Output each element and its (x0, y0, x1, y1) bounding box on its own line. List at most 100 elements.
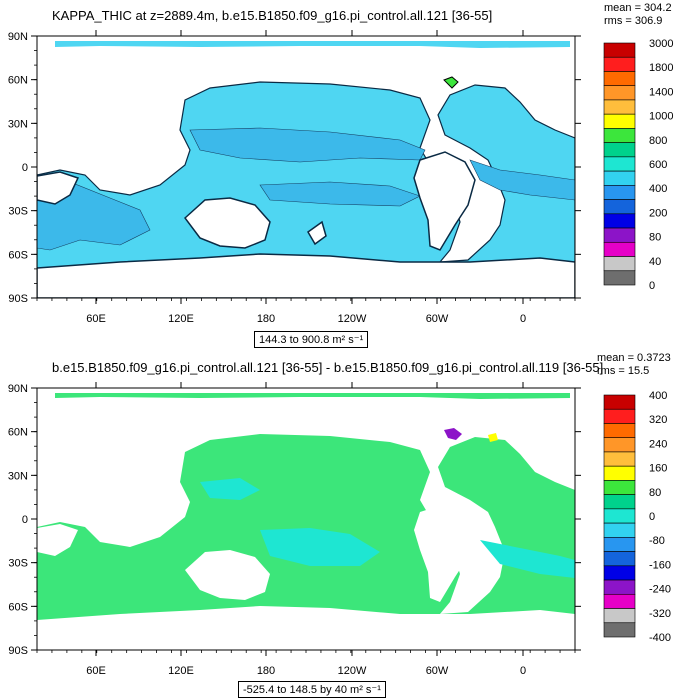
top-x-tick-label: 120W (338, 313, 367, 325)
bottom-colorbar-swatch (603, 565, 636, 581)
bottom-axes: 60E 120E 180 120W 60W 0 90N 60N 30N 0 30S 60S 90S (8, 382, 581, 677)
bottom-ocean-cyan1 (260, 528, 380, 566)
bottom-colorbar-label: 400 (649, 390, 667, 402)
top-axes: 60E 120E 180 120W 60W 0 90N 60N 30N 0 30S 60S 90S (8, 30, 581, 325)
bottom-x-tick-label: 120E (168, 665, 194, 677)
bottom-colorbar-swatch (603, 494, 636, 510)
top-land-nz (307, 220, 327, 246)
top-colorbar-swatch (603, 270, 636, 286)
bottom-map-panel: 60E 120E 180 120W 60W 0 90N 60N 30N 0 30S 60S 90S (8, 382, 581, 677)
bottom-colorbar-swatch (603, 508, 636, 524)
bottom-land-africa-edge (37, 524, 78, 556)
bottom-colorbar-label: 160 (649, 463, 667, 475)
top-colorbar-label: 800 (649, 135, 667, 147)
top-colorbar-swatch (603, 113, 636, 129)
top-y-tick-label: 30S (8, 206, 28, 218)
top-colorbar-swatch (603, 128, 636, 143)
bottom-anomaly-patch (444, 428, 462, 440)
top-ocean-arctic (55, 41, 570, 48)
bottom-colorbar-swatch (603, 622, 636, 638)
top-land-south-america (413, 151, 476, 251)
top-range-box: 144.3 to 900.8 m² s⁻¹ (254, 331, 369, 348)
top-colorbar-label: 400 (649, 183, 667, 195)
top-colorbar-swatch (603, 256, 636, 272)
bottom-colorbar-label: 80 (649, 487, 661, 499)
bottom-colorbar-label: -240 (649, 584, 671, 596)
bottom-colorbar-label: -320 (649, 608, 671, 620)
bottom-x-tick-label: 180 (257, 665, 275, 677)
top-colorbar-swatch (603, 42, 636, 58)
top-ocean-field (37, 41, 575, 298)
bottom-colorbar-swatch (603, 522, 636, 538)
bottom-colorbar-swatch (603, 451, 636, 467)
top-colorbar-label: 40 (649, 256, 661, 268)
bottom-ocean-field (37, 393, 575, 650)
bottom-colorbar: 400 320 240 160 80 0 -80 -160 -240 -320 -400 (603, 390, 671, 644)
top-colorbar-label: 1000 (649, 111, 673, 123)
bottom-x-tick-label: 120W (338, 665, 367, 677)
bottom-y-tick-label: 90S (8, 645, 28, 657)
bottom-y-tick-label: 60N (8, 427, 28, 439)
bottom-y-tick-label: 30N (8, 470, 28, 482)
top-rms: rms = 306.9 (604, 15, 663, 27)
top-y-tick-label: 60N (8, 75, 28, 87)
bottom-colorbar-label: 320 (649, 414, 667, 426)
top-y-tick-label: 90N (8, 31, 28, 43)
top-colorbar-label: 3000 (649, 38, 673, 50)
bottom-y-tick-label: 60S (8, 601, 28, 613)
top-colorbar-swatch (603, 85, 636, 101)
bottom-colorbar-swatch (603, 437, 636, 453)
bottom-mean: mean = 0.3723 (597, 352, 671, 364)
top-colorbar-swatch (603, 227, 636, 243)
bottom-ocean-arctic (55, 393, 570, 399)
top-colorbar-swatch (603, 199, 636, 215)
top-land-greenland-dot (443, 76, 459, 89)
top-colorbar-swatch (603, 170, 636, 186)
bottom-anomaly-patch-2 (488, 433, 498, 442)
top-chart-title: KAPPA_THIC at z=2889.4m, b.e15.B1850.f09… (52, 8, 493, 23)
bottom-colorbar-label: 240 (649, 438, 667, 450)
bottom-colorbar-label: -400 (649, 632, 671, 644)
bottom-chart-title: b.e15.B1850.f09_g16.pi_control.all.121 [… (52, 360, 604, 375)
bottom-x-tick-label: 60W (426, 665, 449, 677)
bottom-land-australia (185, 550, 270, 600)
top-x-tick-label: 60E (86, 313, 106, 325)
bottom-x-tick-label: 0 (520, 665, 526, 677)
top-colorbar-label: 600 (649, 159, 667, 171)
bottom-colorbar-swatch (603, 593, 636, 609)
top-ocean-deep4 (259, 181, 421, 207)
top-colorbar-swatch (603, 213, 636, 229)
top-colorbar-swatch (603, 71, 636, 87)
top-colorbar-swatch (603, 241, 636, 257)
top-x-tick-label: 120E (168, 313, 194, 325)
top-y-tick-label: 60S (8, 249, 28, 261)
top-land-africa-edge (37, 171, 80, 205)
bottom-rms: rms = 15.5 (597, 365, 650, 377)
bottom-colorbar-swatch (603, 480, 636, 495)
bottom-land-south-america (414, 504, 475, 602)
top-x-tick-label: 60W (426, 313, 449, 325)
top-colorbar-label: 80 (649, 232, 661, 244)
top-map-panel: 60E 120E 180 120W 60W 0 90N 60N 30N 0 30S 60S 90S (8, 30, 581, 325)
bottom-ocean-cyan3 (480, 540, 575, 578)
top-mean: mean = 304.2 (604, 2, 672, 14)
top-y-tick-label: 0 (22, 162, 28, 174)
bottom-colorbar-label: -160 (649, 559, 671, 571)
top-colorbar-swatch (603, 185, 636, 200)
top-colorbar-label: 0 (649, 280, 655, 292)
bottom-colorbar-swatch (603, 551, 636, 567)
top-land-australia (183, 197, 271, 249)
bottom-ocean-cyan2 (200, 478, 260, 500)
top-colorbar-swatch (603, 156, 636, 172)
bottom-colorbar-swatch (603, 537, 636, 552)
bottom-colorbar-label: -80 (649, 535, 665, 547)
top-colorbar-swatch (603, 142, 636, 158)
top-land-antarctica (37, 253, 575, 298)
top-colorbar-label: 1400 (649, 86, 673, 98)
bottom-colorbar-swatch (603, 423, 636, 439)
top-x-tick-label: 180 (257, 313, 275, 325)
bottom-y-tick-label: 0 (22, 514, 28, 526)
bottom-colorbar-swatch (603, 394, 636, 410)
top-colorbar-label: 1800 (649, 62, 673, 74)
bottom-colorbar-label: 0 (649, 511, 655, 523)
